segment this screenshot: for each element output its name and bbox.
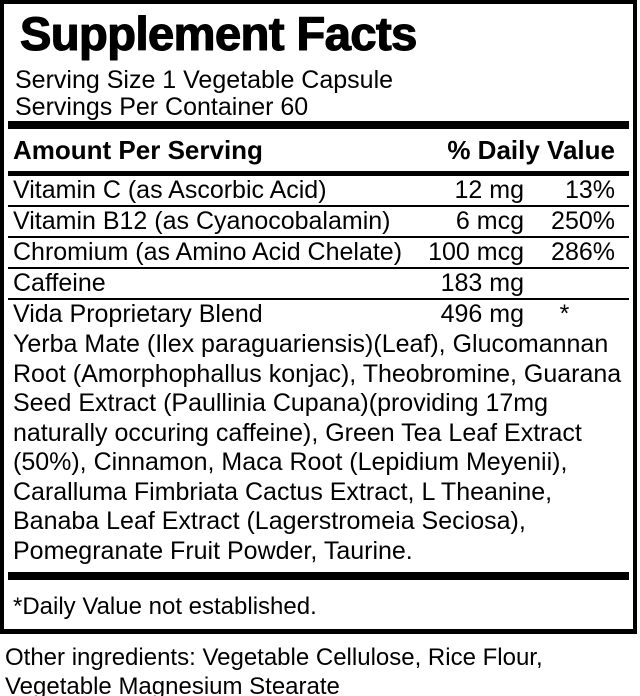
column-header-row: Amount Per Serving % Daily Value xyxy=(8,129,629,171)
nutrient-amount: 183 mg xyxy=(440,269,524,297)
blend-description-line: Seed Extract (Paullinia Cupana)(providin… xyxy=(13,389,549,417)
nutrient-name: Vitamin B12 (as Cyanocobalamin) xyxy=(13,207,391,235)
nutrient-row-proprietary-blend: Vida Proprietary Blend 496 mg * xyxy=(8,300,629,329)
blend-description-line: Root (Amorphophallus konjac), Theobromin… xyxy=(13,359,622,388)
nutrient-daily-value: 13% xyxy=(564,176,615,204)
nutrient-row-vitamin-b12: Vitamin B12 (as Cyanocobalamin) 6 mcg 25… xyxy=(8,207,629,238)
nutrient-amount: 100 mcg xyxy=(428,238,524,266)
nutrient-name: Vitamin C (as Ascorbic Acid) xyxy=(13,176,327,204)
nutrient-amount: 12 mg xyxy=(454,176,524,204)
other-ingredients-line: Vegetable Magnesium Stearate xyxy=(5,673,340,696)
nutrient-name: Chromium (as Amino Acid Chelate) xyxy=(13,238,403,266)
nutrient-daily-value-asterisk: * xyxy=(559,300,570,328)
blend-description: Yerba Mate (Ilex paraguariensis)(Leaf), … xyxy=(8,330,629,566)
blend-description-line: Yerba Mate (Ilex paraguariensis)(Leaf), … xyxy=(13,330,609,358)
serving-info: Serving Size 1 Vegetable Capsule Serving… xyxy=(15,67,629,121)
other-ingredients: Other ingredients: Vegetable Cellulose, … xyxy=(5,643,640,696)
nutrient-name: Caffeine xyxy=(13,269,106,297)
blend-description-line: Banaba Leaf Extract (Lagerstromeia Secio… xyxy=(13,507,526,535)
blend-description-line: (50%), Cinnamon, Maca Root (Lepidium Mey… xyxy=(13,448,568,476)
nutrient-amount: 6 mcg xyxy=(455,207,524,235)
servings-per-container-line: Servings Per Container 60 xyxy=(15,93,309,121)
daily-value-footnote: *Daily Value not established. xyxy=(13,593,317,620)
nutrient-row-vitamin-c: Vitamin C (as Ascorbic Acid) 12 mg 13% xyxy=(8,176,629,207)
nutrient-name: Vida Proprietary Blend xyxy=(13,300,263,328)
separator-bar-thick-bottom xyxy=(8,572,629,580)
nutrient-row-caffeine: Caffeine 183 mg xyxy=(8,269,629,300)
separator-bar-thick-top xyxy=(8,121,629,129)
separator-bar-medium xyxy=(8,171,629,176)
blend-description-line: naturally occuring caffeine), Green Tea … xyxy=(13,418,582,447)
other-ingredients-line: Other ingredients: Vegetable Cellulose, … xyxy=(5,644,543,671)
nutrient-daily-value: 250% xyxy=(551,207,615,235)
blend-description-line: Caralluma Fimbriata Cactus Extract, L Th… xyxy=(13,477,553,506)
daily-value-header: % Daily Value xyxy=(447,134,615,165)
serving-size-line: Serving Size 1 Vegetable Capsule xyxy=(15,66,394,94)
nutrient-daily-value: 286% xyxy=(551,238,615,266)
amount-per-serving-header: Amount Per Serving xyxy=(13,134,263,165)
page-title: Supplement Facts xyxy=(20,7,418,61)
nutrient-amount: 496 mg xyxy=(440,300,524,328)
blend-description-line: Pomegranate Fruit Powder, Taurine. xyxy=(13,536,413,565)
nutrient-row-chromium: Chromium (as Amino Acid Chelate) 100 mcg… xyxy=(8,238,629,269)
supplement-facts-panel: Supplement Facts Serving Size 1 Vegetabl… xyxy=(0,0,637,634)
